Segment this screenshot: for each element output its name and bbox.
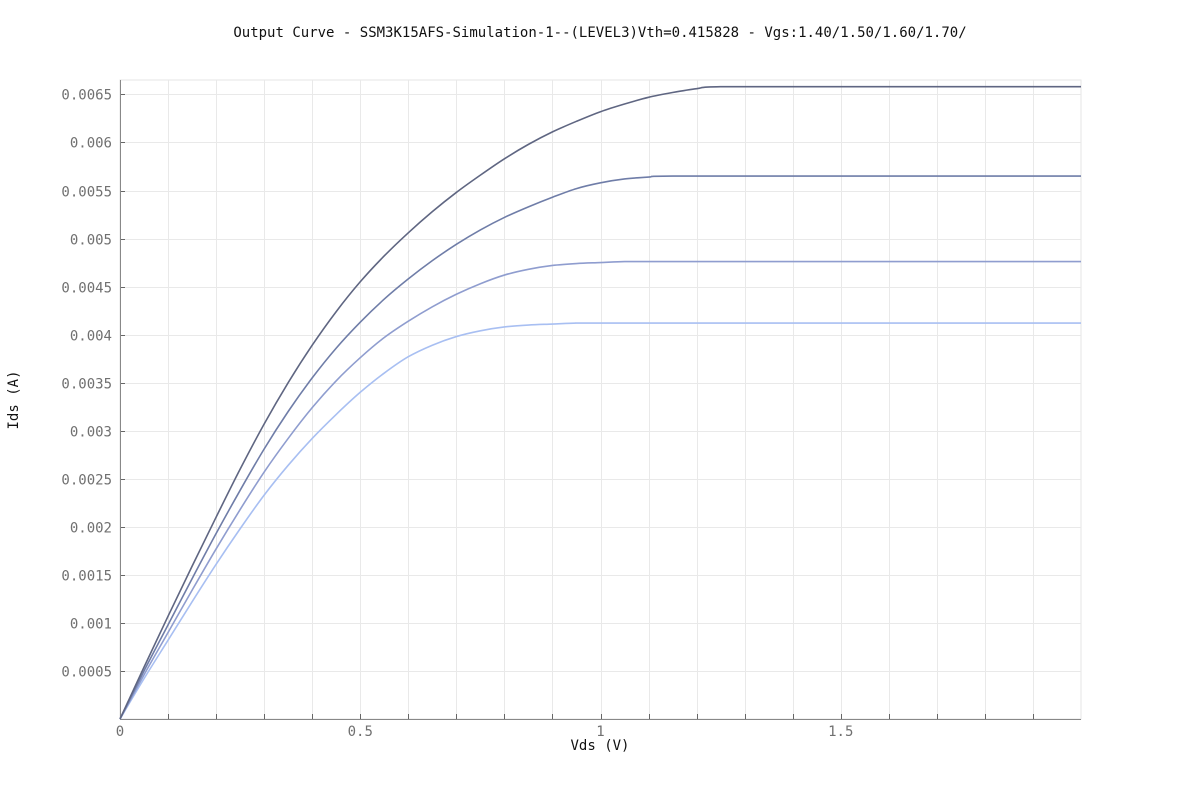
- grid-lines: [119, 79, 1082, 720]
- y-tick-label: 0.001: [70, 617, 112, 633]
- series-line-3: [119, 175, 1081, 720]
- series-line-1: [119, 322, 1081, 720]
- tick-labels: 0.0005 0.001 0.0015 0.002 0.0025 0.003 0.0035 0…: [61, 88, 853, 741]
- series-line-4: [119, 85, 1081, 720]
- y-tick-label: 0.0045: [61, 281, 112, 297]
- y-tick-label: 0.0015: [61, 569, 112, 585]
- chart-title: Output Curve - SSM3K15AFS-Simulation-1--…: [233, 25, 966, 41]
- series-line-2: [119, 260, 1081, 720]
- x-axis-title: Vds (V): [570, 738, 629, 754]
- x-tick-label: 0.5: [348, 724, 373, 740]
- y-tick-label: 0.003: [70, 425, 112, 441]
- y-tick-label: 0.0005: [61, 665, 112, 681]
- series-lines: [119, 85, 1081, 720]
- y-tick-label: 0.004: [70, 329, 112, 345]
- x-tick-label: 1.5: [828, 724, 853, 740]
- y-tick-label: 0.0065: [61, 88, 112, 104]
- x-tick-label: 1: [596, 724, 604, 740]
- y-tick-label: 0.002: [70, 521, 112, 537]
- y-tick-label: 0.006: [70, 136, 112, 152]
- x-tick-label: 0: [116, 724, 124, 740]
- y-tick-label: 0.0055: [61, 185, 112, 201]
- y-tick-label: 0.005: [70, 233, 112, 249]
- y-axis-title: Ids (A): [6, 370, 22, 429]
- y-tick-label: 0.0035: [61, 377, 112, 393]
- y-tick-label: 0.0025: [61, 473, 112, 489]
